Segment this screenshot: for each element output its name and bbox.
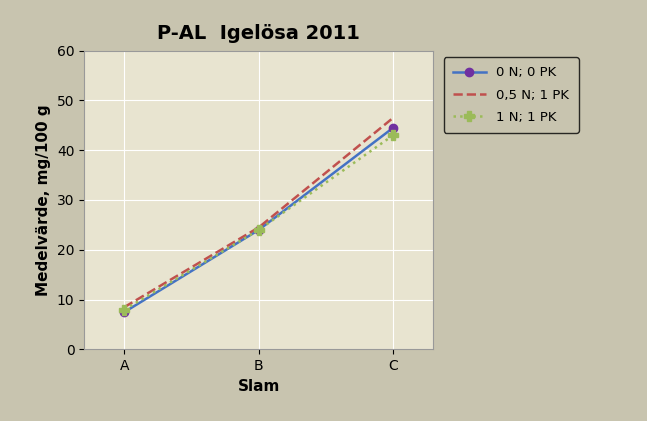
0,5 N; 1 PK xyxy=(120,304,128,309)
1 N; 1 PK xyxy=(255,227,263,232)
Line: 0 N; 0 PK: 0 N; 0 PK xyxy=(120,124,397,316)
0 N; 0 PK xyxy=(389,125,397,130)
Title: P-AL  Igelösa 2011: P-AL Igelösa 2011 xyxy=(157,24,360,43)
0 N; 0 PK xyxy=(255,227,263,232)
Line: 1 N; 1 PK: 1 N; 1 PK xyxy=(120,131,398,314)
X-axis label: Slam: Slam xyxy=(237,379,280,394)
Y-axis label: Medelvärde, mg/100 g: Medelvärde, mg/100 g xyxy=(36,104,51,296)
1 N; 1 PK xyxy=(120,307,128,312)
0,5 N; 1 PK xyxy=(389,115,397,120)
0 N; 0 PK xyxy=(120,309,128,314)
Legend: 0 N; 0 PK, 0,5 N; 1 PK, 1 N; 1 PK: 0 N; 0 PK, 0,5 N; 1 PK, 1 N; 1 PK xyxy=(444,57,578,133)
0,5 N; 1 PK xyxy=(255,225,263,230)
Line: 0,5 N; 1 PK: 0,5 N; 1 PK xyxy=(124,118,393,307)
1 N; 1 PK xyxy=(389,133,397,138)
